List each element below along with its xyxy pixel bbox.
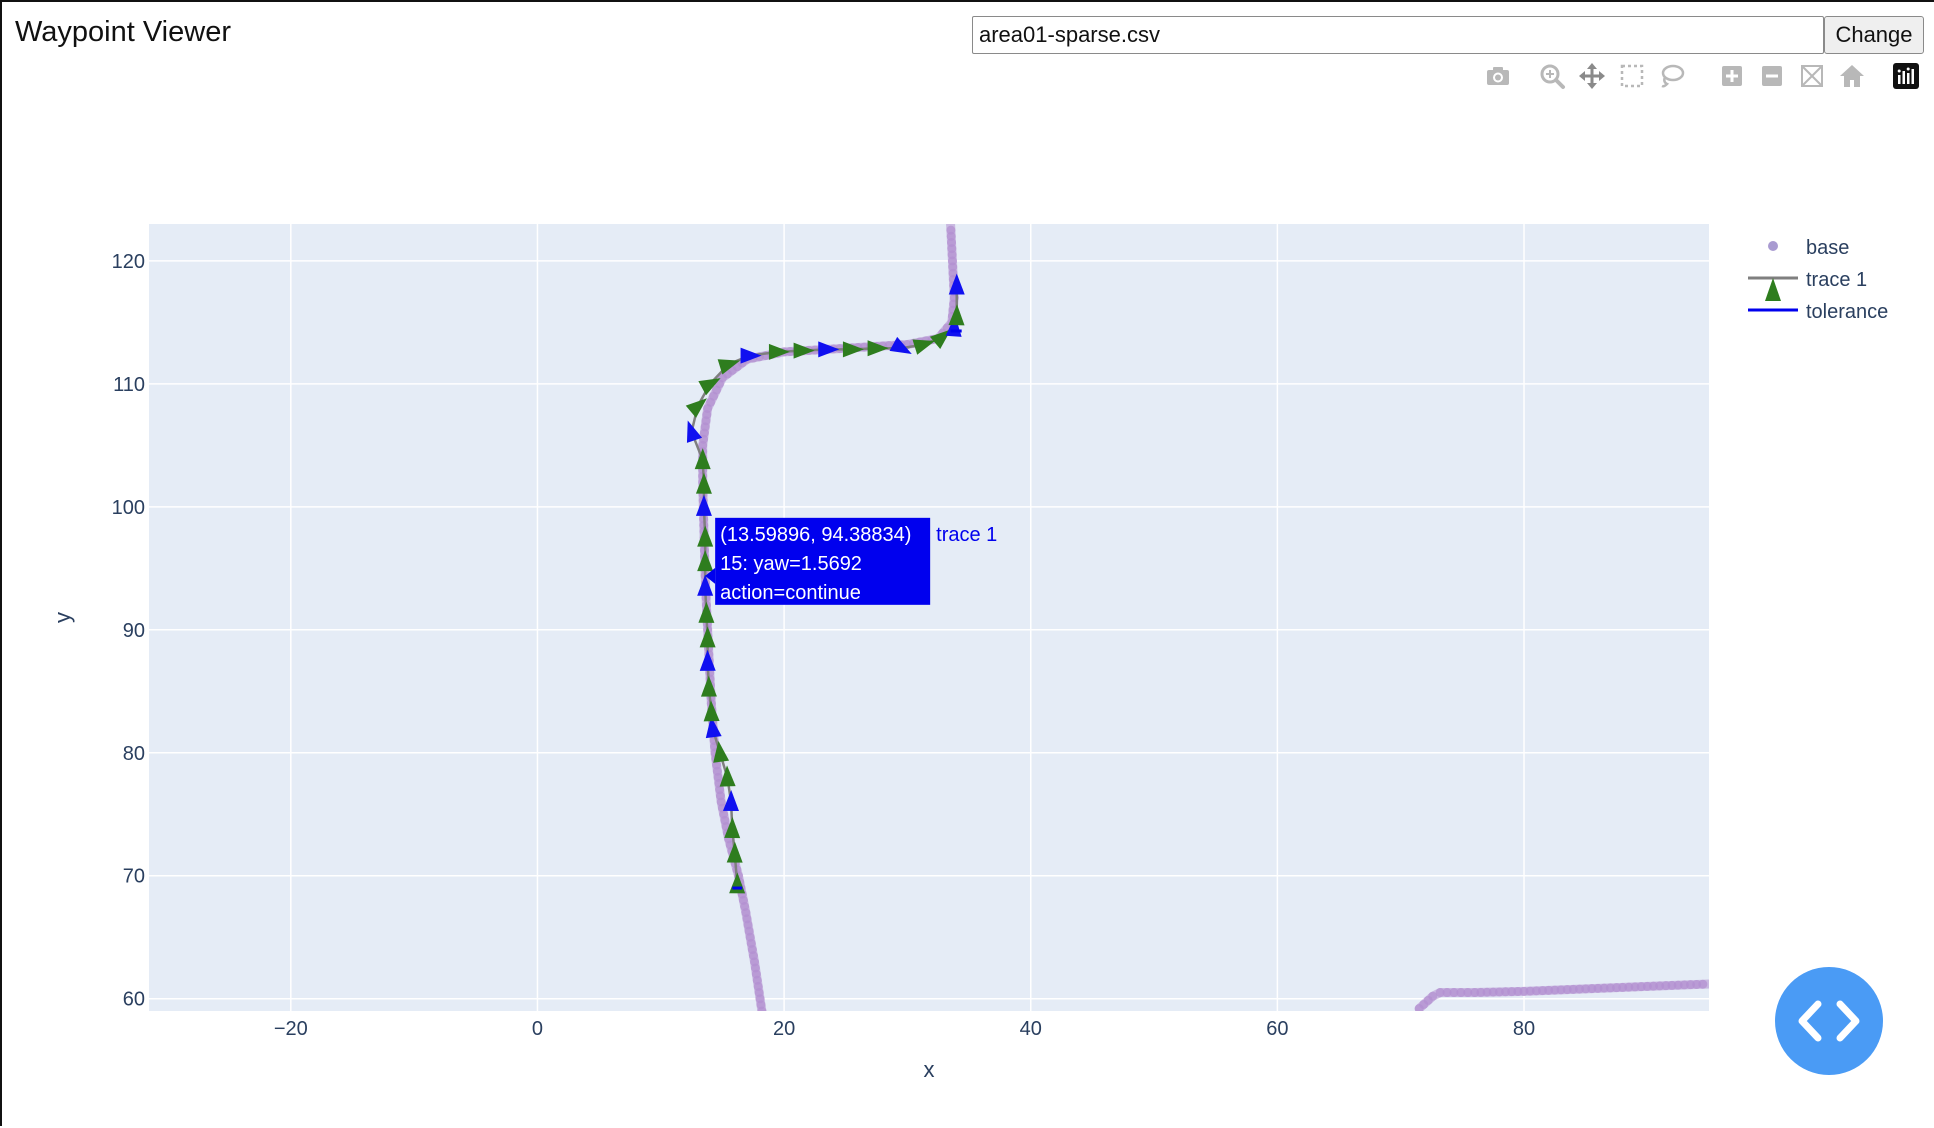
waypoint-arrow: [699, 649, 716, 671]
waypoint-arrow: [722, 789, 739, 812]
y-tick-label: 80: [123, 743, 145, 765]
app-title: Waypoint Viewer: [15, 16, 231, 48]
pan-icon[interactable]: [1576, 60, 1608, 92]
waypoint-arrow: [703, 700, 720, 722]
y-tick-label: 120: [112, 251, 145, 273]
waypoint-arrow: [719, 765, 736, 787]
reset-axes-icon[interactable]: [1836, 60, 1868, 92]
waypoint-arrow: [697, 550, 714, 572]
waypoint-arrow: [695, 472, 712, 494]
waypoint-arrow: [842, 341, 864, 358]
trace1-line: [690, 285, 958, 885]
waypoint-arrow: [685, 398, 707, 418]
waypoint-arrow: [768, 343, 790, 360]
waypoint-arrow: [929, 329, 952, 350]
change-button[interactable]: Change: [1824, 16, 1924, 54]
waypoint-arrow: [724, 817, 741, 839]
hover-trace-name: trace 1: [936, 524, 997, 546]
legend-base-marker: [1768, 241, 1778, 251]
y-tick-label: 100: [112, 497, 145, 519]
zoom-in-icon[interactable]: [1716, 60, 1748, 92]
hover-pointer: [705, 567, 716, 584]
waypoint-arrow: [698, 601, 715, 623]
y-tick-label: 90: [123, 620, 145, 642]
y-tick-label: 110: [113, 374, 145, 396]
waypoint-arrow: [705, 716, 722, 739]
base-marker: [1463, 988, 1473, 998]
waypoint-arrow: [700, 675, 717, 697]
legend-label: base: [1806, 237, 1849, 259]
y-tick-label: 70: [123, 866, 145, 888]
y-axis-label: y: [50, 612, 75, 623]
waypoint-arrow: [695, 494, 712, 516]
x-tick-label: 0: [532, 1018, 543, 1040]
legend: base trace 1 tolerance: [1748, 237, 1888, 323]
waypoint-arrow: [889, 336, 912, 354]
plot-area: [149, 224, 1709, 1011]
hover-tooltip: (13.59896, 94.38834) 15: yaw=1.5692 actio…: [705, 517, 997, 605]
waypoint-arrow: [818, 341, 840, 358]
waypoint-arrow: [686, 420, 703, 443]
autoscale-icon[interactable]: [1796, 60, 1828, 92]
modebar: [1482, 60, 1922, 96]
plot-content: [685, 224, 1709, 1011]
base-marker: [1442, 988, 1452, 998]
code-toggle-button[interactable]: [1775, 967, 1883, 1075]
base-marker: [1428, 991, 1438, 1001]
plotly-logo-icon[interactable]: [1890, 60, 1922, 92]
x-tick-label: 20: [773, 1018, 795, 1040]
x-tick-label: −20: [274, 1018, 308, 1040]
waypoint-arrow: [697, 574, 714, 596]
code-brackets-icon: [1798, 1000, 1860, 1042]
waypoint-arrow: [698, 378, 721, 396]
base-marker: [1435, 988, 1445, 998]
file-input[interactable]: [972, 16, 1824, 54]
waypoint-arrow: [867, 340, 889, 357]
hover-line: (13.59896, 94.38834): [720, 524, 911, 546]
waypoint-arrow: [713, 740, 730, 763]
hover-box: [715, 517, 931, 605]
x-axis-label: x: [924, 1057, 935, 1082]
base-marker: [946, 225, 956, 235]
waypoint-arrow: [912, 339, 935, 355]
lasso-select-icon[interactable]: [1656, 60, 1688, 92]
base-marker: [1456, 988, 1466, 998]
waypoint-arrow: [694, 448, 711, 470]
waypoint-arrow: [697, 525, 714, 547]
waypoint-arrow: [740, 347, 762, 364]
legend-label: tolerance: [1806, 301, 1888, 323]
base-marker: [1698, 979, 1708, 989]
x-tick-label: 60: [1266, 1018, 1288, 1040]
x-tick-label: 40: [1020, 1018, 1042, 1040]
waypoint-arrow: [948, 273, 965, 295]
waypoint-arrow: [793, 342, 815, 359]
legend-label: trace 1: [1806, 269, 1867, 291]
box-select-icon[interactable]: [1616, 60, 1648, 92]
hover-line: action=continue: [720, 582, 861, 604]
zoom-icon[interactable]: [1536, 60, 1568, 92]
x-tick-label: 80: [1513, 1018, 1535, 1040]
waypoint-arrow: [948, 304, 965, 326]
legend-trace-arrow: [1765, 278, 1781, 301]
waypoint-arrow: [726, 841, 743, 863]
camera-icon[interactable]: [1482, 60, 1514, 92]
base-marker: [1449, 988, 1459, 998]
y-tick-label: 60: [123, 989, 145, 1011]
waypoint-arrow: [699, 626, 716, 648]
waypoint-arrow: [717, 359, 741, 375]
zoom-out-icon[interactable]: [1756, 60, 1788, 92]
hover-line: 15: yaw=1.5692: [720, 553, 862, 575]
